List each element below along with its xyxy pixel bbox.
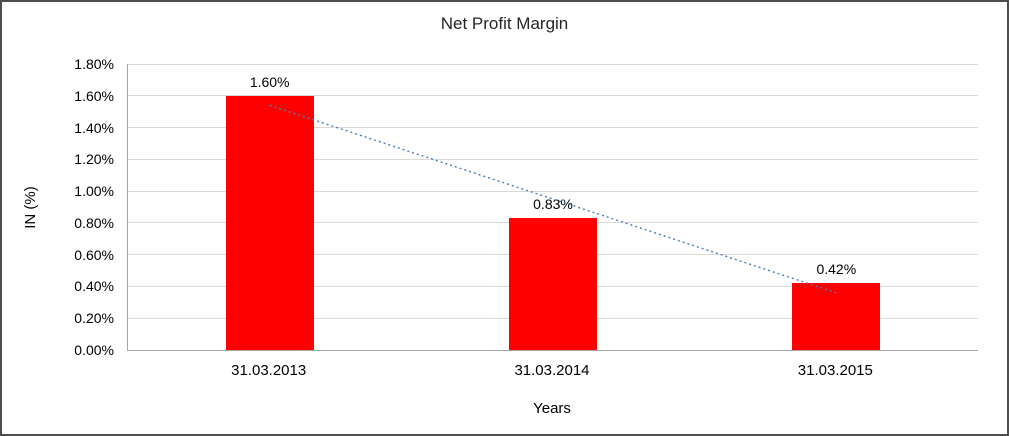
y-tick-label: 1.80% [74,56,114,72]
gridline [128,63,978,65]
bar [225,95,314,350]
y-tick-label: 0.20% [74,310,114,327]
bar-value-label: 0.83% [533,196,573,213]
y-axis-tick-labels: 0.00% 0.20% 0.40% 0.60% 0.80% 1.00% 1.20% 1.40%… [2,56,120,358]
y-tick-label: 0.80% [74,214,114,231]
x-tick-label: 31.03.2014 [514,362,590,379]
x-axis-tick-labels: 31.03.2013 31.03.2014 31.03.2015 [127,362,977,382]
plot-area: 1.60% 0.83% 0.42% [127,63,978,351]
y-tick-label: 1.60% [74,87,114,104]
bar-value-label: 1.60% [249,73,290,90]
y-tick-label: 0.60% [74,246,114,263]
x-axis-title: Years [533,400,571,417]
y-tick-label: 1.20% [74,151,114,168]
y-tick-label: 0.40% [74,278,114,295]
x-tick-label: 31.03.2013 [231,362,307,379]
x-tick-label: 31.03.2015 [797,362,873,379]
y-tick-label: 1.00% [74,183,114,200]
bar [509,218,597,350]
bar-value-label: 0.42% [816,261,857,278]
y-tick-label: 1.40% [74,119,114,136]
gridline [128,95,978,97]
y-tick-label: 0.00% [74,342,114,358]
chart-title: Net Profit Margin [440,14,569,33]
bar [792,283,881,350]
